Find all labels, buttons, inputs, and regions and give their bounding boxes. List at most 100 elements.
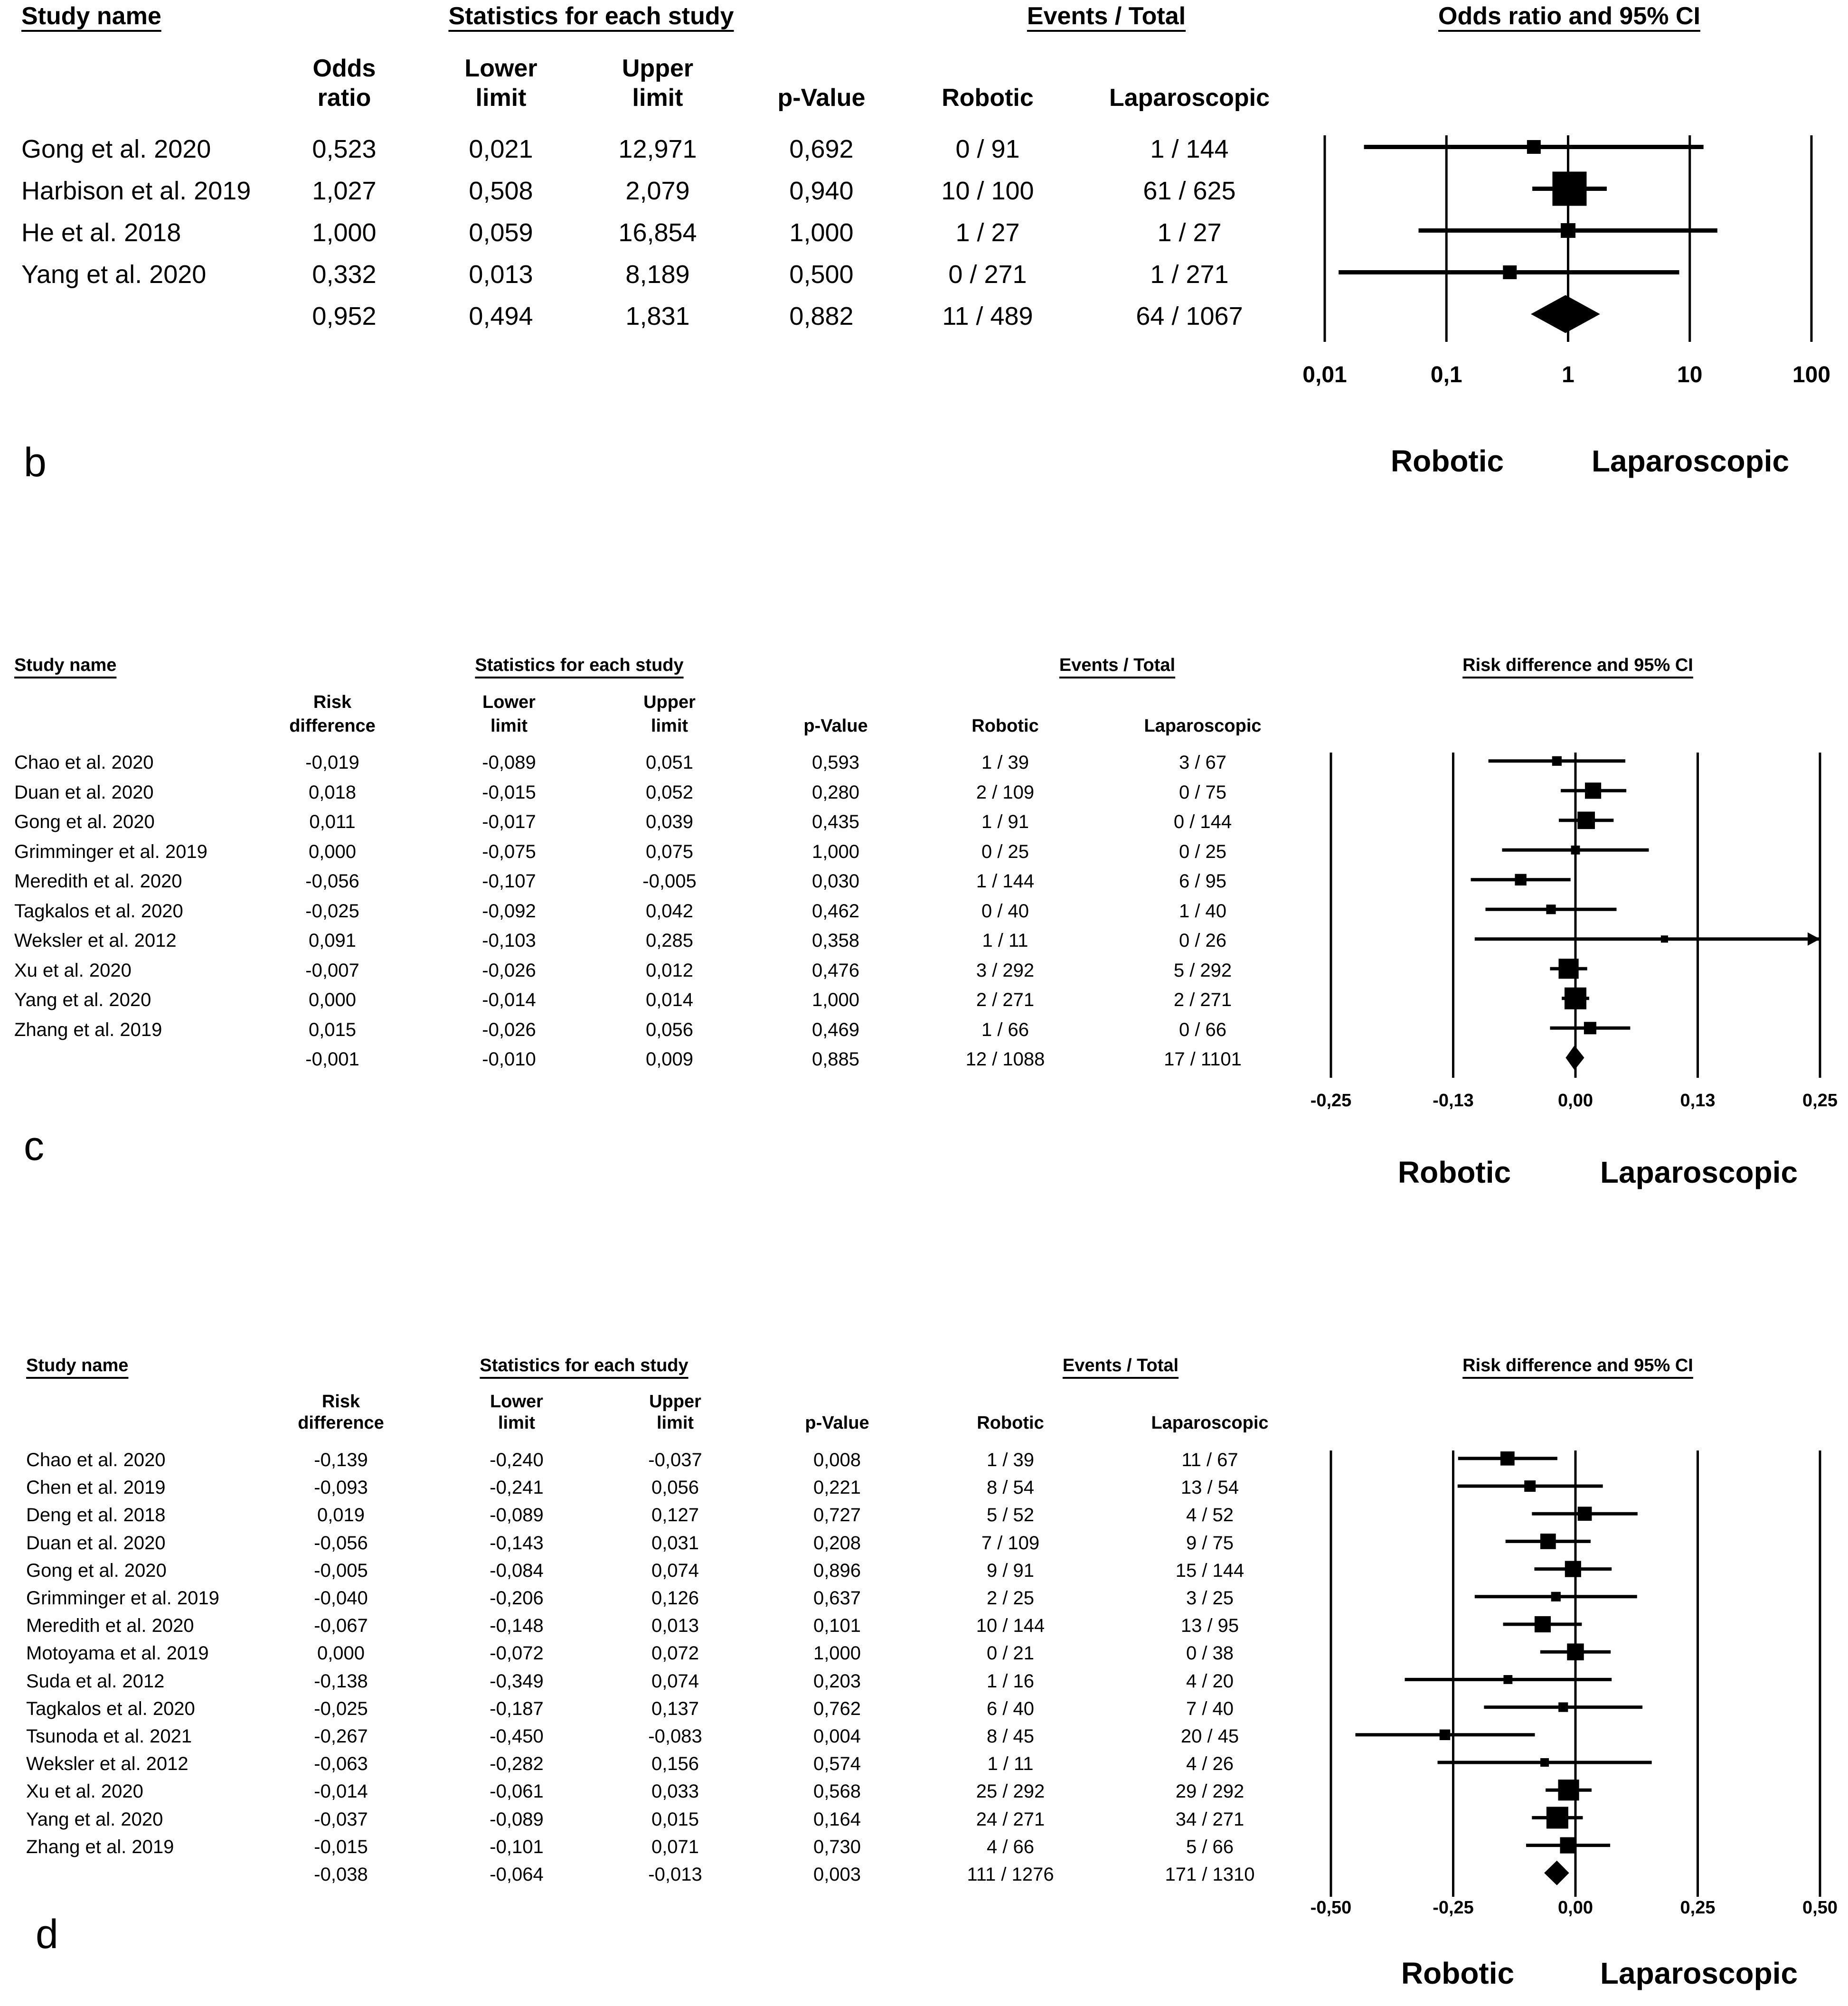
upper-header-line2: limit [656, 1413, 694, 1433]
upper-limit: 0,031 [651, 1532, 699, 1554]
upper-limit: 0,051 [645, 752, 694, 773]
robotic-events: 0 / 271 [948, 260, 1027, 289]
study-point-estimate [1515, 874, 1527, 885]
laparoscopic-events: 3 / 25 [1186, 1588, 1234, 1609]
laparoscopic-events: 34 / 271 [1175, 1808, 1245, 1830]
robotic-events: 5 / 52 [986, 1505, 1035, 1526]
upper-limit: 8,189 [625, 260, 690, 289]
effect-value: 0,011 [309, 811, 356, 832]
p-value: 0,896 [813, 1560, 861, 1581]
laparoscopic-events: 0 / 66 [1179, 1019, 1227, 1040]
study-point-estimate [1439, 1729, 1451, 1741]
p-value: 0,500 [789, 260, 854, 289]
study-point-estimate [1565, 987, 1586, 1009]
tick-label: -0,25 [1433, 1898, 1474, 1918]
laparoscopic-events: 29 / 292 [1175, 1781, 1245, 1802]
p-value: 0,940 [789, 176, 854, 205]
p-value: 0,004 [813, 1726, 861, 1747]
tick-label: 0,13 [1680, 1091, 1716, 1111]
laparoscopic-events: 61 / 625 [1143, 176, 1236, 205]
summary-p-value: 0,882 [789, 301, 854, 330]
panel-letter: b [24, 440, 47, 486]
lower-header-line2: limit [475, 84, 527, 112]
study-point-estimate [1565, 1561, 1581, 1577]
robotic-events: 10 / 100 [941, 176, 1034, 205]
study-name: Harbison et al. 2019 [21, 176, 251, 205]
upper-limit: 0,039 [645, 811, 694, 832]
events-total-header: Events / Total [1059, 655, 1176, 675]
p-value: 0,435 [811, 811, 860, 832]
study-point-estimate [1540, 1534, 1556, 1549]
study-name: Weksler et al. 2012 [26, 1753, 189, 1775]
effect-value: 0,332 [312, 260, 377, 289]
p-value-header: p-Value [805, 1413, 869, 1433]
events-total-header: Events / Total [1027, 2, 1186, 30]
effect-header-line2: difference [289, 716, 376, 736]
effect-value: 0,091 [308, 930, 357, 951]
robotic-events: 1 / 27 [955, 218, 1020, 247]
lower-limit: -0,072 [490, 1643, 544, 1664]
study-name: Duan et al. 2020 [14, 782, 154, 803]
lower-limit: 0,021 [469, 134, 533, 163]
lower-limit: -0,015 [482, 782, 536, 803]
p-value: 0,730 [813, 1836, 861, 1857]
p-value: 0,208 [813, 1532, 861, 1554]
laparoscopic-events: 15 / 144 [1175, 1560, 1245, 1581]
upper-limit: 2,079 [625, 176, 690, 205]
statistics-header: Statistics for each study [480, 1355, 688, 1375]
tick-label: 0,50 [1802, 1898, 1838, 1918]
p-value: 1,000 [813, 1643, 861, 1664]
lower-limit: -0,187 [490, 1698, 544, 1719]
p-value-header: p-Value [777, 84, 866, 112]
lower-limit: 0,059 [469, 218, 533, 247]
upper-limit: 0,072 [651, 1643, 699, 1664]
effect-header-line1: Risk [321, 1391, 360, 1412]
upper-limit: 0,127 [651, 1505, 699, 1526]
study-point-estimate [1524, 1480, 1536, 1492]
effect-header-line2: difference [298, 1413, 384, 1433]
laparoscopic-events: 0 / 144 [1173, 811, 1232, 832]
study-point-estimate [1546, 1807, 1568, 1829]
study-name: Gong et al. 2020 [21, 134, 211, 163]
upper-limit: 0,015 [651, 1808, 699, 1830]
upper-header-line1: Upper [649, 1391, 701, 1412]
plot-title: Risk difference and 95% CI [1462, 1355, 1693, 1375]
lower-limit: -0,148 [490, 1615, 544, 1637]
study-name: Yang et al. 2020 [26, 1808, 163, 1830]
laparoscopic-events: 20 / 45 [1180, 1726, 1239, 1747]
statistics-header: Statistics for each study [475, 655, 684, 675]
summary-upper: -0,013 [648, 1864, 702, 1885]
lower-limit: -0,282 [490, 1753, 544, 1775]
summary-laparoscopic: 17 / 1101 [1164, 1049, 1242, 1070]
study-point-estimate [1552, 171, 1587, 206]
laparoscopic-events: 3 / 67 [1179, 752, 1227, 773]
p-value: 0,164 [813, 1808, 861, 1830]
robotic-events: 1 / 66 [981, 1019, 1029, 1040]
study-name: Motoyama et al. 2019 [26, 1643, 209, 1664]
favours-right-label: Laparoscopic [1591, 443, 1790, 478]
summary-lower: 0,494 [469, 301, 533, 330]
study-point-estimate [1552, 756, 1562, 766]
effect-value: 0,523 [312, 134, 377, 163]
upper-limit: 0,285 [645, 930, 694, 951]
upper-limit: 0,156 [651, 1753, 699, 1775]
effect-value: -0,014 [314, 1781, 368, 1802]
p-value: 0,280 [811, 782, 860, 803]
tick-label: -0,13 [1433, 1091, 1474, 1111]
study-name: Chao et al. 2020 [14, 752, 154, 773]
robotic-events: 0 / 40 [981, 900, 1029, 922]
upper-limit: -0,083 [648, 1726, 702, 1747]
lower-limit: -0,143 [490, 1532, 544, 1554]
study-point-estimate [1584, 1022, 1596, 1035]
summary-robotic: 11 / 489 [942, 301, 1033, 330]
laparoscopic-events: 0 / 75 [1179, 782, 1227, 803]
summary-robotic: 12 / 1088 [965, 1049, 1045, 1070]
study-name: Xu et al. 2020 [26, 1781, 143, 1802]
lower-limit: -0,089 [490, 1505, 544, 1526]
panel-letter: d [36, 1912, 58, 1958]
study-name: Meredith et al. 2020 [26, 1615, 194, 1637]
p-value: 0,203 [813, 1670, 861, 1692]
study-point-estimate [1558, 1780, 1579, 1801]
